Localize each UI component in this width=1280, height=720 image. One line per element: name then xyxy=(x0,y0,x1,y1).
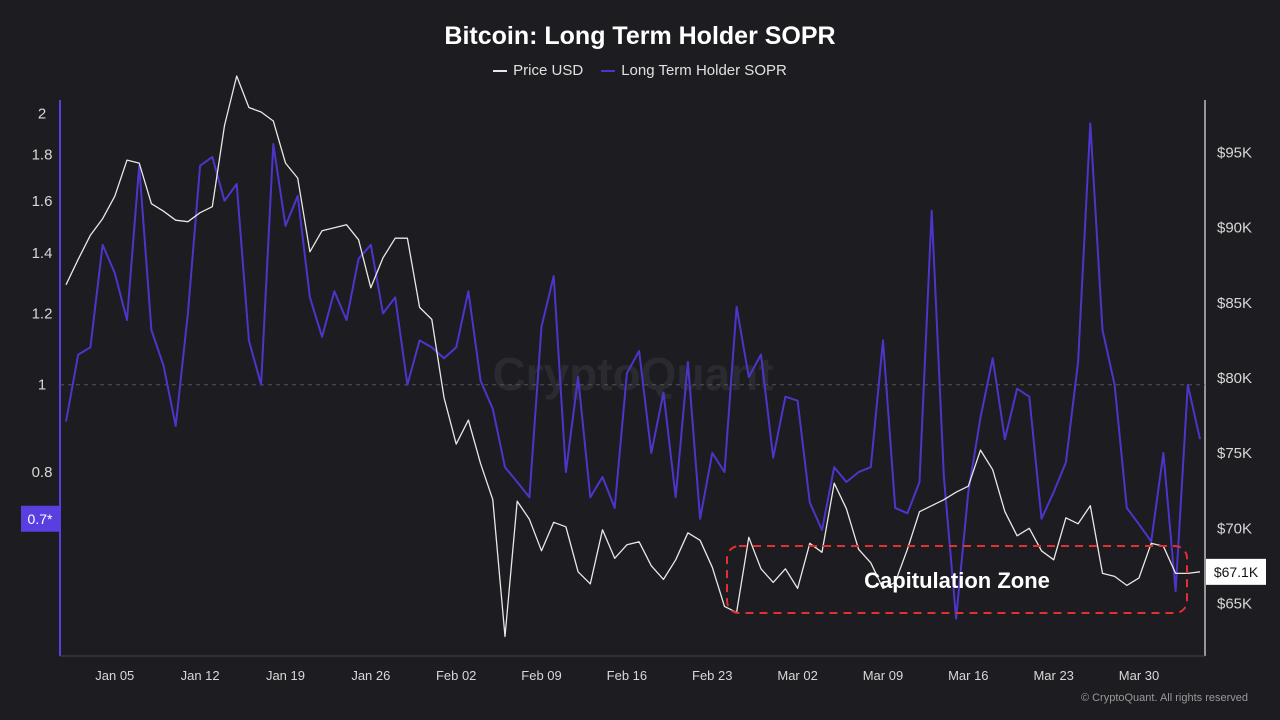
right-tick-label: $75K xyxy=(1217,445,1252,462)
capitulation-zone-label: Capitulation Zone xyxy=(864,568,1050,593)
capitulation-zone-box xyxy=(726,545,1188,614)
legend-swatch-sopr xyxy=(601,69,616,72)
right-tick-label: $85K xyxy=(1217,295,1252,312)
capitulation-zone: Capitulation Zone xyxy=(726,545,1188,614)
x-tick-label: Jan 05 xyxy=(95,668,134,683)
series-line-sopr xyxy=(65,122,1201,620)
right-tick-label: $95K xyxy=(1217,145,1252,162)
copyright-notice: © CryptoQuant. All rights reserved xyxy=(1080,692,1248,704)
x-tick-label: Feb 16 xyxy=(607,668,647,683)
chart-legend: Price USD Long Term Holder SOPR xyxy=(0,62,1280,79)
current-sopr-value: 0.7* xyxy=(28,511,53,527)
x-tick-label: Feb 02 xyxy=(436,668,476,683)
left-tick-label: 1 xyxy=(38,377,46,394)
x-tick-label: Jan 26 xyxy=(351,668,390,683)
x-tick-label: Jan 19 xyxy=(266,668,305,683)
right-tick-label: $80K xyxy=(1217,370,1252,387)
left-tick-label: 1.4 xyxy=(32,245,53,262)
legend-swatch-price xyxy=(493,69,508,72)
x-tick-label: Mar 09 xyxy=(863,668,903,683)
legend-item-sopr[interactable]: Long Term Holder SOPR xyxy=(601,62,787,79)
right-tick-label: $90K xyxy=(1217,220,1252,237)
x-tick-label: Mar 16 xyxy=(948,668,988,683)
series-line-price xyxy=(65,75,1201,638)
x-tick-label: Feb 23 xyxy=(692,668,732,683)
current-price-value: $67.1K xyxy=(1214,564,1259,580)
x-tick-label: Mar 02 xyxy=(777,668,817,683)
legend-label-sopr: Long Term Holder SOPR xyxy=(621,62,787,79)
left-tick-label: 2 xyxy=(38,105,46,122)
x-tick-label: Mar 23 xyxy=(1033,668,1073,683)
left-tick-label: 1.2 xyxy=(32,305,53,322)
right-tick-label: $70K xyxy=(1217,520,1252,537)
left-tick-label: 1.6 xyxy=(32,193,53,210)
current-price-badge-bg xyxy=(1206,558,1266,585)
legend-label-price: Price USD xyxy=(513,62,584,79)
current-sopr-badge: 0.7* xyxy=(21,505,59,532)
right-tick-label: $65K xyxy=(1217,595,1252,612)
current-price-badge: $67.1K xyxy=(1206,558,1266,585)
x-tick-label: Mar 30 xyxy=(1119,668,1159,683)
legend-item-price[interactable]: Price USD xyxy=(493,62,583,79)
x-tick-label: Feb 09 xyxy=(521,668,561,683)
chart-title: Bitcoin: Long Term Holder SOPR xyxy=(444,22,836,50)
current-sopr-badge-bg xyxy=(21,505,59,532)
left-tick-label: 0.8 xyxy=(32,464,53,481)
x-tick-label: Jan 12 xyxy=(181,668,220,683)
left-tick-label: 1.8 xyxy=(32,147,53,164)
